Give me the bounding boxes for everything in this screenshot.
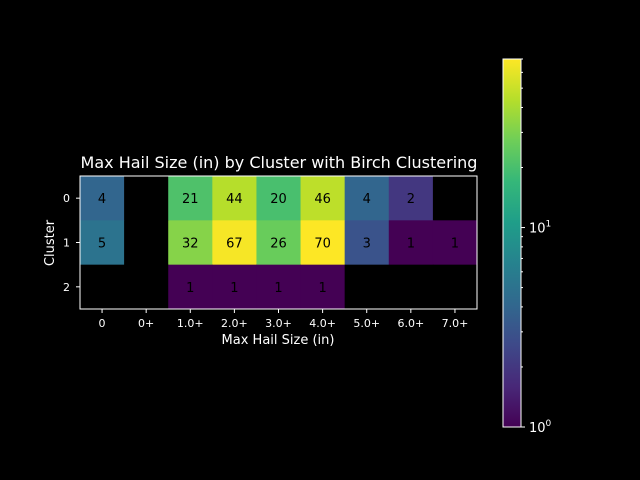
cell-value-label: 1 <box>451 237 459 252</box>
colorbar-tick-label: 101 <box>529 220 551 237</box>
cell-value-label: 67 <box>226 237 243 252</box>
y-tick-label: 0 <box>63 192 70 205</box>
heatmap-cell <box>300 176 346 221</box>
x-tick-label: 7.0+ <box>442 317 469 330</box>
cell-value-label: 1 <box>274 281 282 296</box>
x-tick-label: 4.0+ <box>309 317 336 330</box>
heatmap-cell <box>388 264 434 310</box>
heatmap-cell <box>124 220 169 266</box>
x-axis-ticks: 0 0+ 1.0+ 2.0+ 3.0+ 4.0+ 5.0+ 6.0+ 7.0+ <box>99 309 469 330</box>
cell-value-label: 21 <box>182 192 199 207</box>
heatmap-cell <box>388 176 434 221</box>
chart-title: Max Hail Size (in) by Cluster with Birch… <box>81 153 478 172</box>
heatmap-cell <box>80 264 125 310</box>
heatmap-cell <box>344 176 390 221</box>
cell-value-label: 46 <box>314 192 331 207</box>
x-tick-label: 2.0+ <box>221 317 248 330</box>
x-tick-label: 5.0+ <box>353 317 380 330</box>
heatmap-cell <box>256 220 302 266</box>
x-tick-label: 3.0+ <box>265 317 292 330</box>
heatmap-cell <box>432 264 478 310</box>
cell-value-label: 26 <box>270 237 287 252</box>
x-tick-label: 1.0+ <box>177 317 204 330</box>
heatmap-cell <box>300 220 346 266</box>
cell-value-label: 3 <box>363 237 371 252</box>
x-tick-label: 0+ <box>138 317 154 330</box>
y-tick-label: 1 <box>63 237 70 250</box>
y-tick-label: 2 <box>63 281 70 294</box>
cell-value-label: 1 <box>318 281 326 296</box>
heatmap-cell <box>256 176 302 221</box>
heatmap-cell <box>124 264 169 310</box>
x-tick-label: 6.0+ <box>397 317 424 330</box>
cell-value-label: 44 <box>226 192 243 207</box>
heatmap-cell <box>168 220 213 266</box>
heatmap-cell <box>212 264 257 310</box>
cell-value-label: 5 <box>98 237 106 252</box>
cell-value-label: 1 <box>186 281 194 296</box>
heatmap-cell <box>168 264 213 310</box>
heatmap-cell <box>168 176 213 221</box>
cell-value-label: 32 <box>182 237 199 252</box>
x-tick-label: 0 <box>99 317 106 330</box>
heatmap-cell <box>432 176 478 221</box>
heatmap-cell <box>212 220 257 266</box>
colorbar-ticks: 100 101 <box>521 58 552 436</box>
heatmap-cell <box>256 264 302 310</box>
heatmap-cell <box>300 264 346 310</box>
cell-value-label: 70 <box>314 237 331 252</box>
heatmap-cell <box>388 220 434 266</box>
heatmap-cell <box>344 264 390 310</box>
heatmap-cell <box>80 220 125 266</box>
cell-value-label: 20 <box>270 192 287 207</box>
heatmap-cell <box>432 220 478 266</box>
cell-value-label: 4 <box>98 192 106 207</box>
heatmap-cell <box>80 176 125 221</box>
colorbar-tick-label: 100 <box>529 419 552 436</box>
heatmap-cell <box>124 176 169 221</box>
y-axis-ticks: 0 1 2 <box>63 192 80 294</box>
heatmap-cells: 4 21 44 20 46 4 2 5 32 67 26 70 3 1 1 1 1 1 1 <box>80 176 478 310</box>
colorbar: 100 101 <box>502 58 552 436</box>
cell-value-label: 1 <box>407 237 415 252</box>
heatmap-cell <box>212 176 257 221</box>
colorbar-gradient <box>502 58 522 428</box>
cell-value-label: 1 <box>230 281 238 296</box>
y-axis-label: Cluster <box>43 219 58 266</box>
x-axis-label: Max Hail Size (in) <box>222 333 335 348</box>
heatmap-cell <box>344 220 390 266</box>
cell-value-label: 4 <box>363 192 371 207</box>
cell-value-label: 2 <box>407 192 415 207</box>
